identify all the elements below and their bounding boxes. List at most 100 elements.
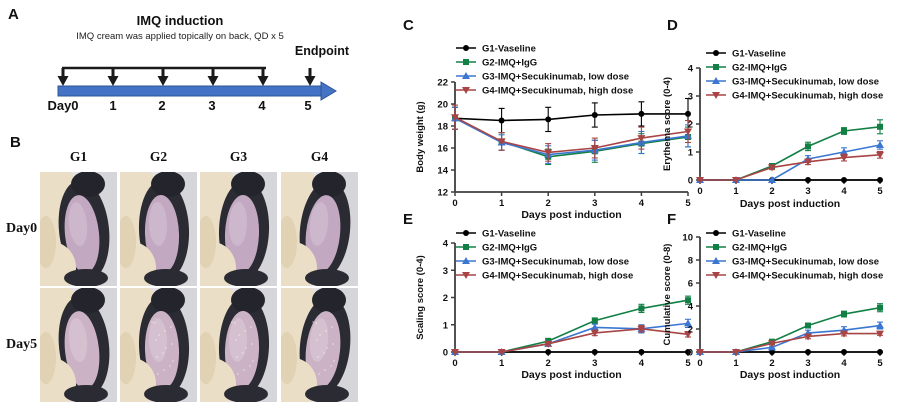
scale-fleck: [317, 356, 319, 358]
timeline-arrowhead: [320, 81, 337, 101]
y-tick-label: 14: [437, 166, 448, 177]
glove-shadow: [281, 216, 297, 268]
marker-triangle-up: [876, 141, 884, 148]
marker-circle: [463, 45, 469, 51]
marker-triangle-down: [732, 177, 740, 184]
x-tick-label: 4: [841, 186, 847, 197]
series-line-G3: [700, 324, 881, 353]
mouse-photo-G3-Day5: [200, 288, 277, 402]
marker-triangle-up: [462, 72, 470, 79]
application-arrows: [57, 68, 316, 86]
marker-triangle-down: [876, 151, 884, 159]
scale-fleck: [172, 360, 174, 362]
x-tick-label: 4: [841, 358, 847, 369]
marker-triangle-down: [590, 145, 599, 152]
legend-label: G1-Vaseline: [732, 229, 786, 240]
shaved-skin: [64, 311, 100, 389]
marker-triangle-down: [544, 149, 553, 157]
marker-square: [805, 322, 811, 329]
glove-finger: [281, 172, 318, 206]
timeline-day-3: 3: [208, 98, 216, 113]
y-tick-label: 2: [688, 325, 693, 336]
scale-fleck: [231, 321, 233, 323]
mouse-back-image: [40, 288, 117, 402]
row-label-day0: Day0: [6, 221, 38, 236]
glove-shadow: [120, 216, 136, 268]
scale-fleck: [315, 322, 317, 324]
marker-triangle-down: [451, 349, 459, 356]
scale-fleck: [242, 352, 244, 354]
scale-fleck: [235, 339, 237, 341]
y-tick-label: 20: [437, 100, 448, 111]
series-line-G4: [454, 116, 689, 154]
timeline-day-5: 5: [304, 98, 312, 113]
y-axis-label: Cumulative score (0-8): [662, 244, 673, 346]
marker-circle: [638, 349, 645, 355]
marker-square: [713, 244, 719, 250]
shaved-skin: [305, 311, 341, 389]
shaved-skin: [224, 195, 260, 273]
series-line-G4: [700, 332, 880, 353]
timeline-diagram: [57, 66, 337, 101]
legend-label: G2-IMQ+IgG: [482, 243, 537, 254]
legend-label: G3-IMQ+Secukinumab, low dose: [732, 257, 879, 268]
marker-triangle-up: [768, 176, 776, 183]
row-label-day5: Day5: [6, 337, 38, 352]
scale-fleck: [323, 352, 325, 354]
shaved-skin: [305, 195, 341, 273]
legend-label: G3-IMQ+Secukinumab, low dose: [482, 257, 629, 268]
shaved-skin: [224, 311, 260, 389]
legend-label: G2-IMQ+IgG: [482, 58, 537, 69]
panel-label-c: C: [403, 17, 414, 34]
marker-circle: [769, 349, 775, 355]
chart-scaling-score: 0 1 2 3 4 0 1 2 3 4 5 Scaling score (0-4) Days post …: [415, 229, 692, 381]
scale-fleck: [250, 326, 252, 328]
group-header-g4: G4: [310, 149, 329, 164]
marker-triangle-down: [637, 135, 646, 143]
marker-triangle-down: [637, 325, 646, 333]
skin-highlight: [148, 318, 168, 362]
y-tick-label: 2: [688, 120, 693, 131]
fur-fringe: [144, 385, 188, 402]
down-arrow-icon: [57, 68, 69, 86]
x-tick-label: 1: [733, 186, 739, 197]
marker-circle: [805, 177, 811, 183]
marker-circle: [591, 349, 598, 355]
series-line-G2: [700, 126, 881, 181]
timeline-day-1: 1: [109, 98, 117, 113]
scale-fleck: [156, 356, 158, 358]
shaved-skin: [64, 195, 100, 273]
y-tick-label: 16: [437, 144, 448, 155]
scale-fleck: [325, 330, 327, 332]
scale-fleck: [244, 330, 246, 332]
down-arrow-icon: [157, 68, 169, 86]
marker-triangle-down: [732, 349, 740, 356]
marker-triangle-down: [462, 272, 470, 279]
marker-triangle-down: [712, 272, 720, 279]
panel-a-subtitle: IMQ cream was applied topically on back,…: [76, 31, 284, 42]
marker-triangle-down: [497, 138, 506, 146]
marker-triangle-down: [768, 340, 776, 348]
scale-fleck: [151, 321, 153, 323]
marker-circle: [685, 110, 691, 117]
mouse-photo-G1-Day5: [40, 288, 117, 402]
y-axis-label: Scaling score (0-4): [415, 255, 426, 339]
fur-fringe: [224, 269, 268, 286]
scale-fleck: [319, 334, 321, 336]
legend-label: G1-Vaseline: [482, 229, 536, 240]
x-tick-label: 0: [697, 186, 702, 197]
down-arrow-icon: [257, 68, 269, 86]
skin-highlight: [68, 318, 88, 362]
x-tick-label: 0: [452, 358, 457, 369]
scale-fleck: [163, 369, 165, 371]
legend-label: G4-IMQ+Secukinumab, high dose: [732, 271, 883, 282]
marker-circle: [545, 116, 552, 123]
x-tick-label: 5: [877, 186, 883, 197]
scale-fleck: [249, 365, 251, 367]
legend-label: G4-IMQ+Secukinumab, high dose: [732, 91, 883, 102]
series-line-G3: [700, 144, 881, 181]
panel-a-endpoint-label: Endpoint: [294, 44, 350, 58]
timeline-day-4: 4: [258, 98, 266, 113]
y-tick-label: 4: [443, 239, 449, 250]
panel-label-f: F: [667, 211, 677, 228]
